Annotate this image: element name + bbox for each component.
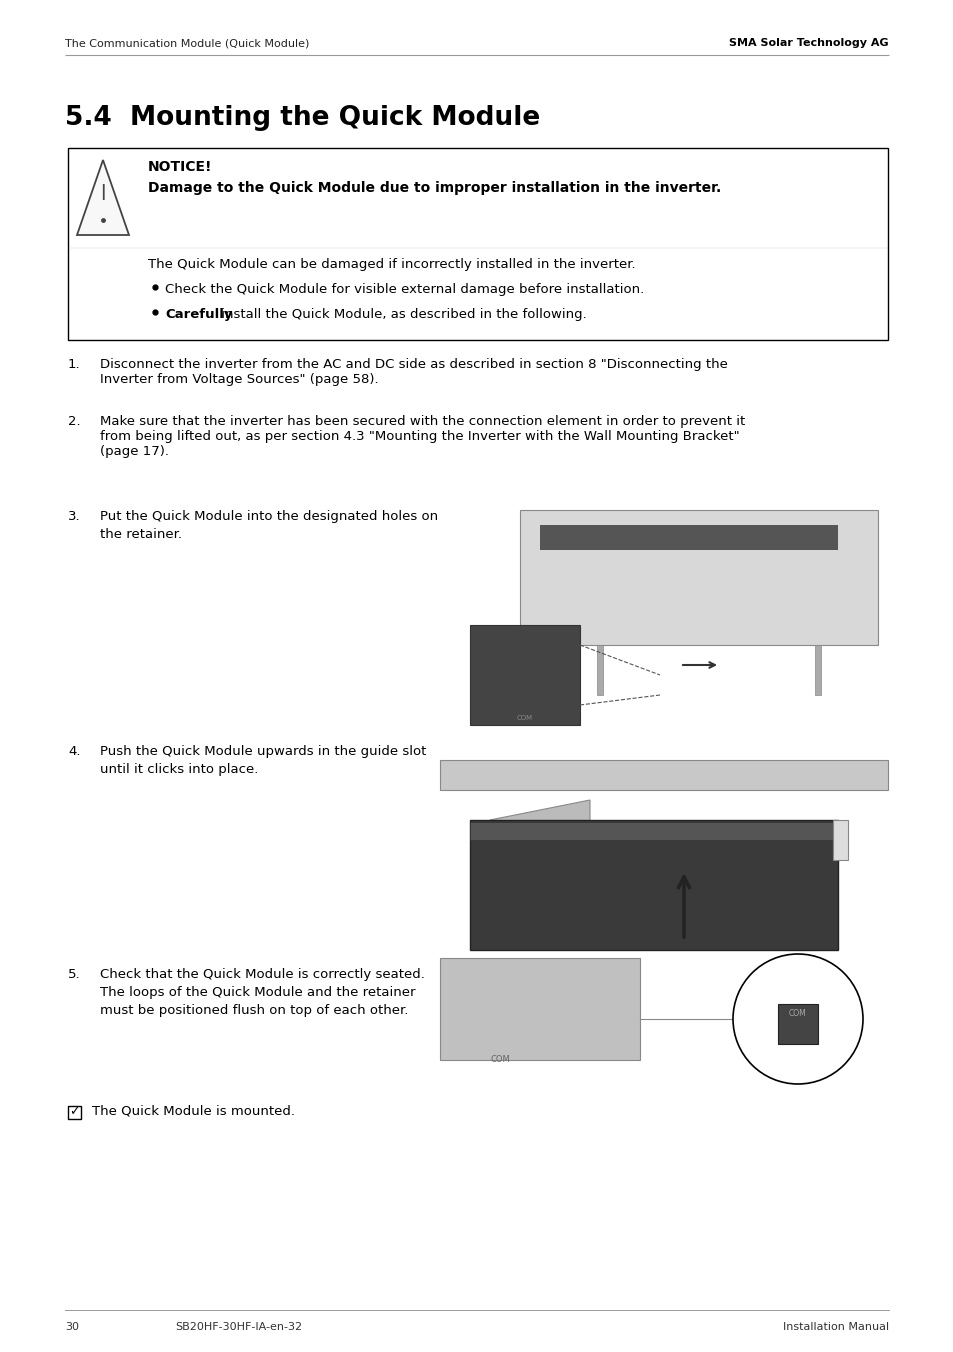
Text: Check that the Quick Module is correctly seated.: Check that the Quick Module is correctly… xyxy=(100,968,424,982)
Text: NOTICE!: NOTICE! xyxy=(148,160,213,174)
Text: The Communication Module (Quick Module): The Communication Module (Quick Module) xyxy=(65,38,309,49)
Bar xyxy=(439,740,887,960)
Text: 5.: 5. xyxy=(68,968,81,982)
Bar xyxy=(470,625,579,725)
Bar xyxy=(778,1005,817,1044)
Text: until it clicks into place.: until it clicks into place. xyxy=(100,763,258,776)
Text: COM: COM xyxy=(517,715,533,721)
Text: Carefully: Carefully xyxy=(165,308,233,320)
Text: install the Quick Module, as described in the following.: install the Quick Module, as described i… xyxy=(216,308,586,320)
Bar xyxy=(470,822,837,840)
Bar xyxy=(439,760,887,790)
Bar xyxy=(539,525,837,550)
Text: The Quick Module is mounted.: The Quick Module is mounted. xyxy=(91,1105,294,1118)
Bar xyxy=(439,959,639,1060)
Bar xyxy=(557,645,562,695)
Text: SMA Solar Technology AG: SMA Solar Technology AG xyxy=(729,38,888,49)
Text: Make sure that the inverter has been secured with the connection element in orde: Make sure that the inverter has been sec… xyxy=(100,415,744,458)
Bar xyxy=(597,645,602,695)
Text: 1.: 1. xyxy=(68,358,81,370)
Bar xyxy=(439,959,887,1080)
Text: The loops of the Quick Module and the retainer: The loops of the Quick Module and the re… xyxy=(100,986,416,999)
Text: Installation Manual: Installation Manual xyxy=(782,1322,888,1332)
Text: Put the Quick Module into the designated holes on: Put the Quick Module into the designated… xyxy=(100,510,437,523)
Text: 5.4  Mounting the Quick Module: 5.4 Mounting the Quick Module xyxy=(65,105,539,131)
Text: SB20HF-30HF-IA-en-32: SB20HF-30HF-IA-en-32 xyxy=(174,1322,302,1332)
Bar xyxy=(470,821,837,950)
Text: COM: COM xyxy=(788,1010,806,1018)
Text: 30: 30 xyxy=(65,1322,79,1332)
Text: 2.: 2. xyxy=(68,415,81,429)
Text: Push the Quick Module upwards in the guide slot: Push the Quick Module upwards in the gui… xyxy=(100,745,426,758)
Polygon shape xyxy=(490,800,589,850)
Text: The Quick Module can be damaged if incorrectly installed in the inverter.: The Quick Module can be damaged if incor… xyxy=(148,258,635,270)
Bar xyxy=(519,510,877,645)
Bar xyxy=(68,147,887,339)
Text: 3.: 3. xyxy=(68,510,81,523)
Text: ✓: ✓ xyxy=(70,1106,80,1118)
Bar xyxy=(68,1106,81,1119)
Polygon shape xyxy=(77,160,129,235)
Bar xyxy=(832,821,847,860)
Bar xyxy=(814,645,821,695)
Circle shape xyxy=(732,955,862,1084)
Text: 4.: 4. xyxy=(68,745,80,758)
Text: |: | xyxy=(100,184,106,200)
Text: COM: COM xyxy=(490,1055,509,1064)
Text: must be positioned flush on top of each other.: must be positioned flush on top of each … xyxy=(100,1005,408,1017)
Text: Damage to the Quick Module due to improper installation in the inverter.: Damage to the Quick Module due to improp… xyxy=(148,181,720,195)
Text: Check the Quick Module for visible external damage before installation.: Check the Quick Module for visible exter… xyxy=(165,283,643,296)
Bar xyxy=(439,506,887,735)
Text: the retainer.: the retainer. xyxy=(100,529,182,541)
Text: Disconnect the inverter from the AC and DC side as described in section 8 "Disco: Disconnect the inverter from the AC and … xyxy=(100,358,727,387)
